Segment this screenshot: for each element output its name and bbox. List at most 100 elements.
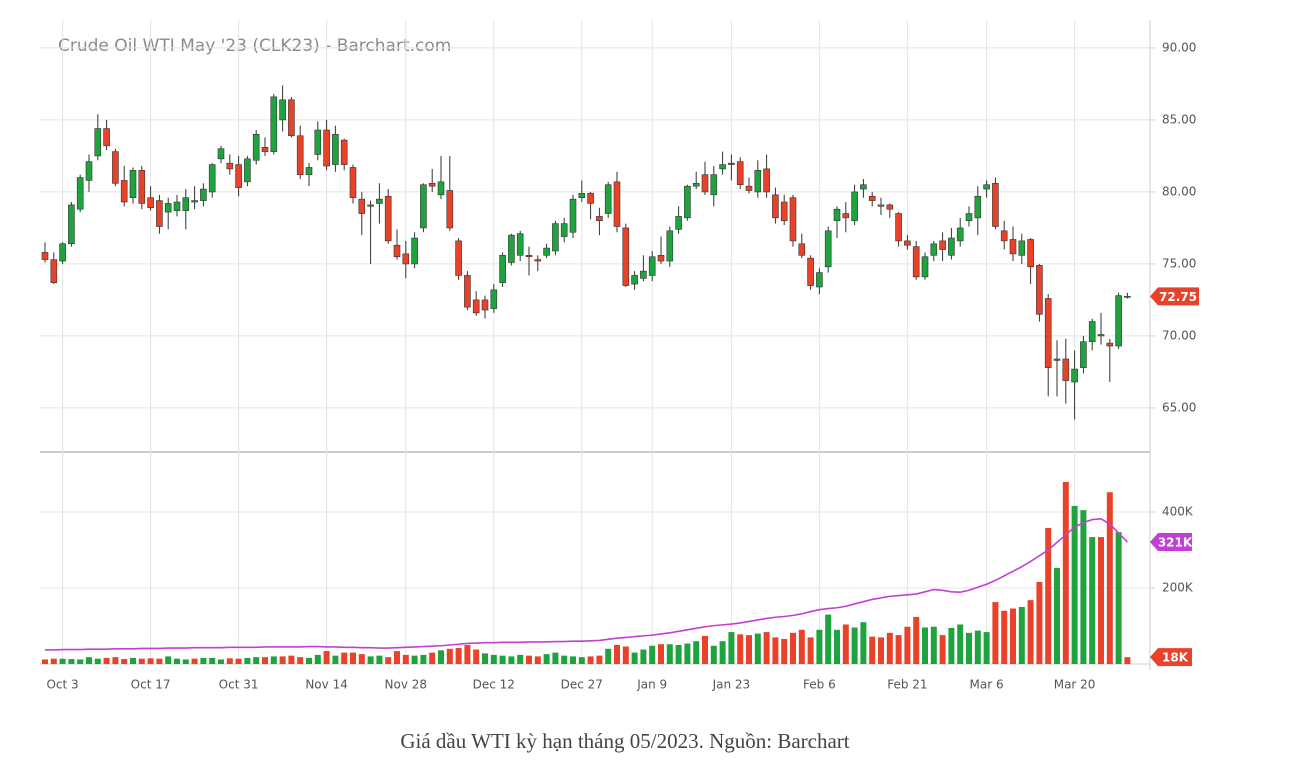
volume-bar <box>376 655 383 664</box>
volume-bar <box>966 632 972 664</box>
candle-body <box>640 270 647 279</box>
x-tick-label: Jan 23 <box>712 678 751 692</box>
volume-bar <box>517 654 524 664</box>
chart-title: Crude Oil WTI May '23 (CLK23) - Barchart… <box>58 36 451 56</box>
candle-body <box>525 254 533 258</box>
volume-bar <box>323 651 330 664</box>
y-tick-label: 90.00 <box>1162 40 1196 54</box>
volume-bar <box>1045 527 1052 664</box>
last-price-tag <box>1150 287 1199 306</box>
x-tick-label: Feb 6 <box>803 678 836 692</box>
candle-body <box>156 200 163 227</box>
candle-body <box>983 184 990 190</box>
volume-bar <box>702 635 708 664</box>
candle-body <box>384 195 392 242</box>
candle-body <box>85 161 93 181</box>
candle-body <box>138 170 146 204</box>
candle-body <box>1097 334 1105 337</box>
candle-body <box>939 240 946 250</box>
candle-body <box>675 216 682 230</box>
volume-bar <box>1115 532 1122 664</box>
volume-bar <box>614 645 620 664</box>
candle-body <box>657 254 665 262</box>
volume-bar <box>561 655 568 664</box>
candle-body <box>992 182 999 227</box>
candle-body <box>349 167 357 198</box>
candle-body <box>296 135 304 175</box>
candle-body <box>745 185 753 191</box>
candle-body <box>305 167 313 175</box>
last-value-tag <box>1150 648 1192 667</box>
candle-body <box>200 188 207 201</box>
candle-body <box>904 240 911 246</box>
candle-body <box>358 198 366 214</box>
volume-bar <box>1106 492 1113 664</box>
candle-body <box>420 184 427 229</box>
candle-body <box>1115 295 1122 347</box>
volume-bar <box>807 637 814 664</box>
volume-bar <box>790 632 796 664</box>
candle-body <box>252 134 260 161</box>
y-tick-label: 80.00 <box>1162 184 1196 198</box>
volume-bar <box>473 649 480 664</box>
volume-bar <box>1062 481 1069 664</box>
candle-body <box>824 230 832 268</box>
candle-body <box>596 216 603 222</box>
y-tick-label: 70.00 <box>1162 328 1196 342</box>
candle-body <box>1036 265 1043 315</box>
volume-bar <box>279 656 286 664</box>
candle-body <box>736 161 744 186</box>
volume-bar <box>394 651 400 664</box>
candle-body <box>208 164 216 193</box>
volume-bar <box>244 657 251 664</box>
volume-bar <box>974 630 981 664</box>
candle-body <box>569 198 577 233</box>
volume-bar <box>640 649 647 664</box>
volume-bar <box>411 655 418 664</box>
volume-bar <box>1001 610 1008 664</box>
candle-body <box>956 227 964 242</box>
candle-body <box>1018 240 1026 256</box>
volume-bar <box>666 644 673 664</box>
volume-bar <box>156 658 163 664</box>
volume-bar <box>464 645 471 664</box>
candle-body <box>76 177 84 210</box>
candle-body <box>1053 358 1061 361</box>
volume-bar <box>834 629 840 664</box>
candle-body <box>332 134 339 165</box>
candle-body <box>578 193 586 198</box>
volume-bar <box>948 627 955 664</box>
volume-bar <box>1080 510 1087 664</box>
x-tick-label: Oct 31 <box>219 678 259 692</box>
candle-body <box>974 195 982 219</box>
candle-body <box>217 148 225 160</box>
volume-bar <box>798 629 805 664</box>
volume-bar <box>913 616 920 664</box>
volume-bar <box>68 659 75 664</box>
candle-body <box>860 184 867 190</box>
candle-body <box>191 200 198 203</box>
volume-bar <box>869 636 876 664</box>
candle-body <box>1044 298 1052 368</box>
volume-bar <box>297 657 304 664</box>
x-tick-label: Feb 21 <box>887 678 927 692</box>
volume-bar <box>658 644 664 664</box>
candle-body <box>112 151 119 184</box>
volume-bar <box>174 658 180 664</box>
volume-bar <box>842 624 849 664</box>
volume-bar <box>895 635 902 664</box>
volume-bar <box>922 627 928 664</box>
volume-bar <box>763 632 770 664</box>
volume-bar <box>684 643 691 664</box>
candle-body <box>534 259 542 262</box>
volume-bar <box>992 602 999 664</box>
candle-body <box>701 174 709 193</box>
candle-body <box>772 194 779 219</box>
volume-bar <box>42 659 48 664</box>
volume-bar <box>112 657 119 664</box>
candle-body <box>499 254 506 283</box>
volume-bar <box>649 645 656 664</box>
candle-body <box>402 253 410 265</box>
volume-bar <box>341 652 348 664</box>
candle-body <box>455 240 462 276</box>
